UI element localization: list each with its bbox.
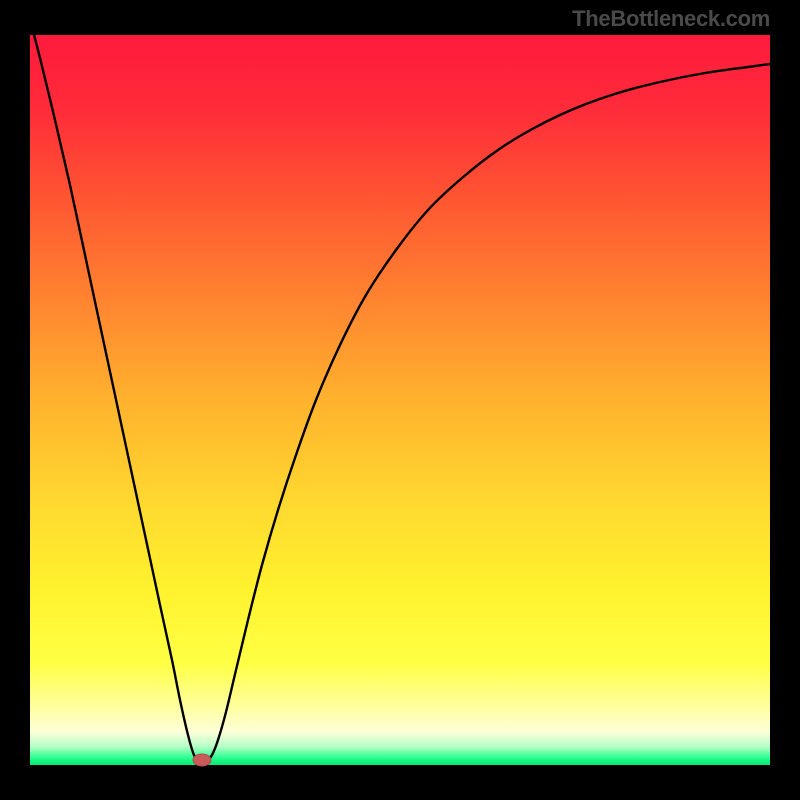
watermark-text: TheBottleneck.com (572, 6, 770, 32)
plot-area-gradient (30, 35, 770, 765)
bottleneck-chart (0, 0, 800, 800)
minimum-marker (193, 754, 211, 766)
chart-container: TheBottleneck.com (0, 0, 800, 800)
